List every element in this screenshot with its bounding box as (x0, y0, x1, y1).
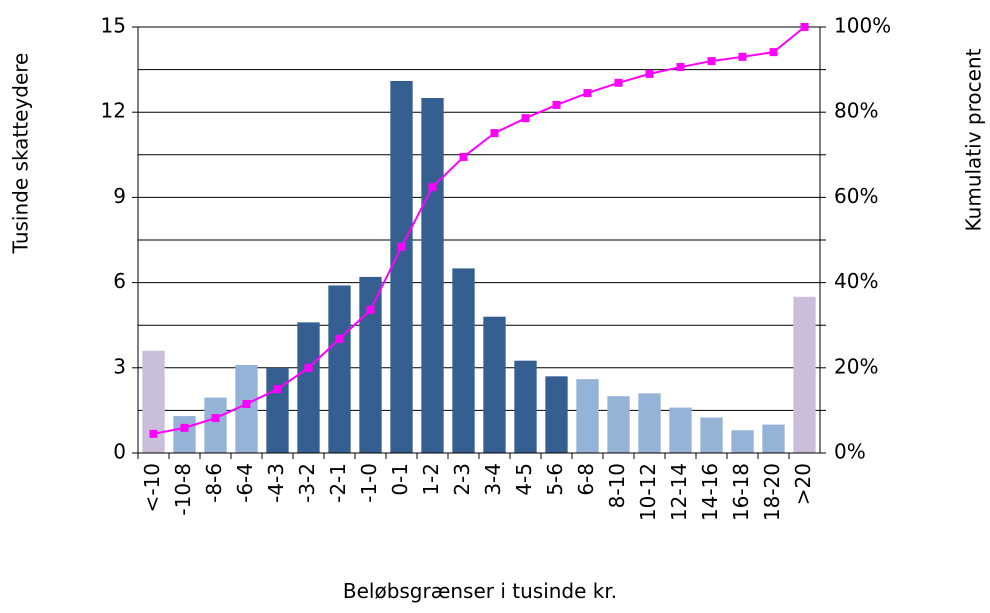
x-tick-label: 10-12 (636, 463, 660, 521)
marker (180, 423, 189, 432)
x-tick-label: -10-8 (171, 463, 195, 516)
bar (607, 396, 630, 453)
x-tick-label: 4-5 (512, 463, 536, 496)
x-tick-label: 1-2 (419, 463, 443, 496)
y-tick-label: 9 (113, 184, 126, 208)
bar (483, 316, 506, 453)
y-tick-label: 15 (101, 14, 126, 38)
marker (397, 242, 406, 251)
bar (731, 430, 754, 453)
marker (149, 429, 158, 438)
y-tick-label: 12 (101, 99, 126, 123)
marker (769, 48, 778, 57)
y2-tick-label: 60% (834, 184, 878, 208)
y2-axis-label: Kumulativ procent (962, 48, 986, 231)
y2-tick-label: 20% (834, 354, 878, 378)
x-axis-label: Beløbsgrænser i tusinde kr. (343, 579, 617, 603)
marker (304, 363, 313, 372)
bar (793, 296, 816, 453)
bar (142, 350, 165, 453)
marker (583, 89, 592, 98)
marker (490, 129, 499, 138)
marker (552, 100, 561, 109)
bar (204, 397, 227, 453)
y-tick-label: 0 (113, 440, 126, 464)
bar (452, 268, 475, 453)
x-tick-label: 2-3 (450, 463, 474, 496)
marker (614, 78, 623, 87)
marker (335, 334, 344, 343)
x-tick-label: 0-1 (388, 463, 412, 496)
line (153, 26, 806, 435)
bar (638, 393, 661, 453)
marker (521, 114, 530, 123)
y-axis-label: Tusinde skatteydere (9, 53, 33, 255)
marker (800, 23, 809, 31)
bar (173, 416, 196, 453)
y2-tick-label: 40% (834, 269, 878, 293)
bar (297, 322, 320, 453)
bar (762, 424, 785, 453)
bar (669, 407, 692, 453)
x-tick-label: 14-16 (698, 463, 722, 521)
marker (428, 183, 437, 192)
bar (328, 285, 351, 453)
bar (514, 360, 537, 453)
marker (273, 385, 282, 394)
bar (266, 367, 289, 453)
marker (366, 305, 375, 314)
x-tick-label: 16-18 (729, 463, 753, 521)
y-tick-label: 3 (113, 354, 126, 378)
marker (707, 57, 716, 66)
y2-tick-label: 100% (834, 14, 891, 38)
bar (576, 379, 599, 453)
y2-tick-label: 80% (834, 99, 878, 123)
marker (242, 400, 251, 409)
x-tick-label: -1-0 (357, 463, 381, 503)
x-tick-label: <-10 (140, 463, 164, 512)
x-tick-label: -2-1 (326, 463, 350, 503)
marker (645, 69, 654, 78)
x-tick-label: 6-8 (574, 463, 598, 496)
bar (359, 276, 382, 453)
y-tick-label: 6 (113, 269, 126, 293)
x-tick-label: 12-14 (667, 463, 691, 521)
x-tick-label: -6-4 (233, 463, 257, 503)
bar (390, 80, 413, 454)
x-tick-label: -3-2 (295, 463, 319, 503)
x-tick-label: 18-20 (760, 463, 784, 521)
bar (421, 98, 444, 453)
bar (700, 417, 723, 453)
y2-tick-label: 0% (834, 440, 866, 464)
marker (211, 414, 220, 423)
marker (738, 52, 747, 61)
x-tick-label: 3-4 (481, 463, 505, 496)
x-tick-label: -8-6 (202, 463, 226, 503)
x-tick-label: 5-6 (543, 463, 567, 496)
bar (235, 364, 258, 453)
x-tick-label: >20 (791, 463, 815, 505)
x-tick-label: -4-3 (264, 463, 288, 503)
x-tick-label: 8-10 (605, 463, 629, 508)
bar (545, 376, 568, 453)
marker (676, 63, 685, 72)
marker (459, 152, 468, 161)
